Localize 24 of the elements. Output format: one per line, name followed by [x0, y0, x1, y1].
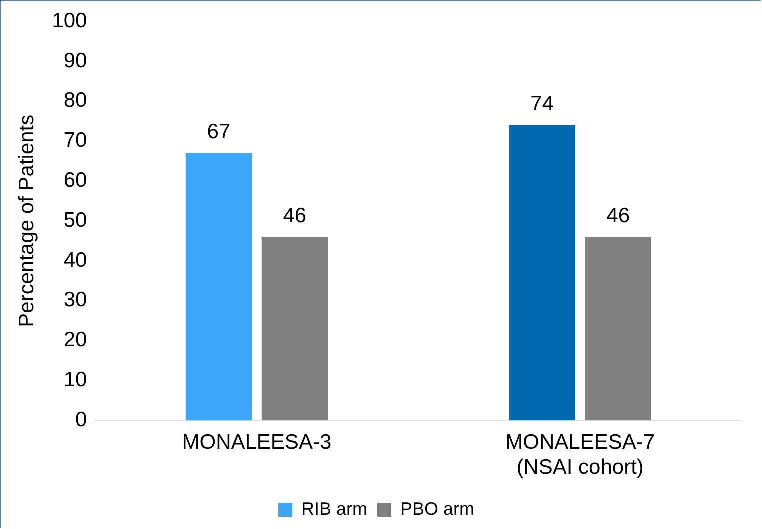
bar: [186, 153, 252, 421]
legend-label: PBO arm: [400, 498, 475, 519]
bar: [262, 237, 328, 421]
x-tick-label: MONALEESA-3: [182, 430, 332, 454]
data-label: 74: [530, 92, 554, 116]
y-tick-label: 80: [64, 89, 88, 112]
y-tick-label: 50: [64, 208, 88, 232]
y-tick-label: 20: [64, 328, 88, 352]
y-tick-label: 0: [76, 408, 88, 432]
y-tick-label: 10: [64, 368, 88, 392]
y-axis-title: Percentage of Patients: [15, 114, 38, 328]
data-label: 46: [283, 204, 307, 228]
y-tick-label: 90: [64, 49, 88, 72]
y-tick-label: 70: [64, 129, 88, 152]
legend-label: RIB arm: [301, 498, 368, 519]
y-tick-label: 30: [64, 288, 88, 312]
y-tick-label: 100: [52, 9, 88, 32]
data-label: 67: [207, 120, 231, 144]
data-label: 46: [606, 204, 630, 228]
y-tick-label: 40: [64, 248, 88, 272]
y-tick-label: 60: [64, 168, 88, 192]
bar: [585, 237, 652, 421]
bar: [509, 125, 576, 421]
x-tick-label: MONALEESA-7 (NSAI cohort): [506, 430, 656, 480]
